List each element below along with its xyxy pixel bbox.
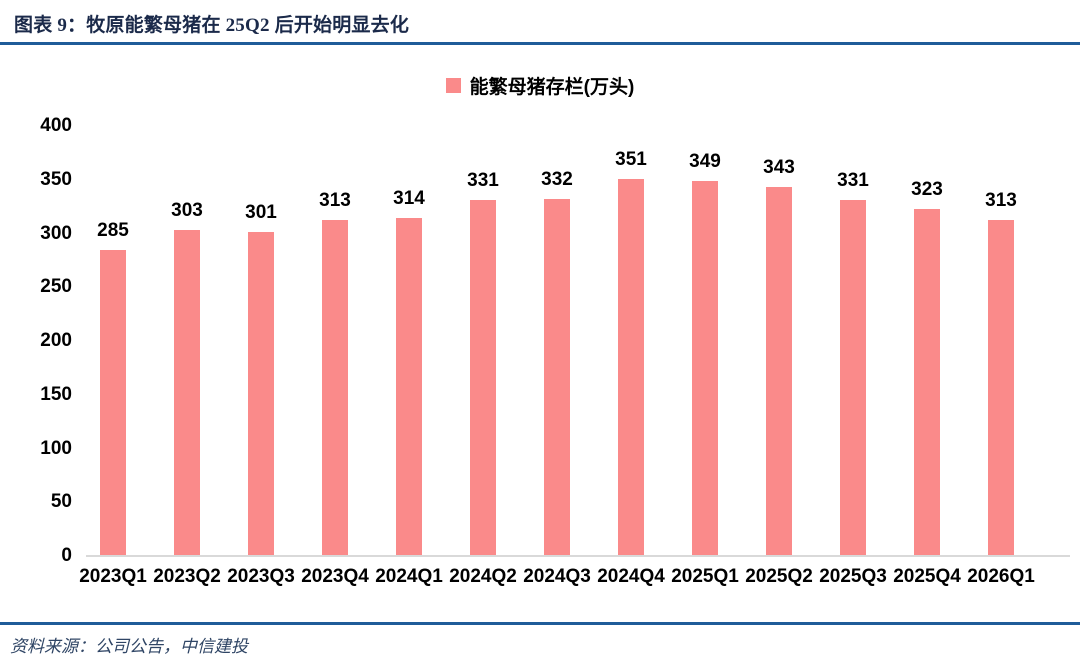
- bar-value-label: 332: [541, 169, 573, 190]
- x-tick-label: 2026Q1: [967, 566, 1035, 587]
- bar-column: 301: [224, 126, 298, 556]
- x-tick-label: 2024Q4: [597, 566, 665, 587]
- x-tick-label: 2023Q4: [301, 566, 369, 587]
- bar-column: 351: [594, 126, 668, 556]
- bar: [618, 179, 644, 556]
- bar: [174, 230, 200, 556]
- x-tick-label: 2025Q1: [671, 566, 739, 587]
- bar-column: 314: [372, 126, 446, 556]
- y-tick-label: 250: [40, 276, 72, 298]
- bar-value-label: 349: [689, 151, 721, 172]
- bar: [396, 218, 422, 556]
- bar-value-label: 301: [245, 202, 277, 223]
- x-tick-label: 2024Q2: [449, 566, 517, 587]
- bar-column: 285: [76, 126, 150, 556]
- x-tick-label: 2023Q1: [79, 566, 147, 587]
- bar-column: 349: [668, 126, 742, 556]
- x-tick-label: 2023Q2: [153, 566, 221, 587]
- bar-value-label: 313: [319, 190, 351, 211]
- bar-value-label: 285: [97, 220, 129, 241]
- y-tick-label: 400: [40, 115, 72, 136]
- bar: [692, 181, 718, 556]
- y-tick-label: 200: [40, 330, 72, 351]
- legend-series-label: 能繁母猪存栏(万头): [469, 77, 635, 98]
- bar-column: 331: [816, 126, 890, 556]
- bar-value-label: 351: [615, 149, 647, 170]
- bar-column: 323: [890, 126, 964, 556]
- bar-value-label: 323: [911, 179, 943, 200]
- bar-column: 313: [298, 126, 372, 556]
- x-tick-label: 2025Q4: [893, 566, 961, 587]
- bar-column: 331: [446, 126, 520, 556]
- bar: [914, 209, 940, 556]
- y-tick-label: 300: [40, 222, 72, 244]
- x-tick-label: 2025Q3: [819, 566, 887, 587]
- x-tick-label: 2024Q3: [523, 566, 591, 587]
- y-tick-label: 0: [61, 545, 72, 566]
- bar-value-label: 313: [985, 190, 1017, 211]
- y-tick-label: 100: [40, 437, 72, 459]
- bar: [470, 200, 496, 556]
- x-axis-line: [86, 555, 1070, 557]
- source-note: 资料来源：公司公告，中信建投: [10, 637, 248, 656]
- bar-value-label: 331: [467, 170, 499, 191]
- x-tick-label: 2025Q2: [745, 566, 813, 587]
- chart-legend: 能繁母猪存栏(万头): [0, 72, 1080, 99]
- bar-column: 332: [520, 126, 594, 556]
- bar-value-label: 314: [393, 188, 425, 209]
- bar: [544, 199, 570, 556]
- bar-value-label: 343: [763, 157, 795, 178]
- bar-column: 313: [964, 126, 1038, 556]
- y-tick-label: 150: [40, 383, 72, 405]
- bar-column: 303: [150, 126, 224, 556]
- x-tick-label: 2024Q1: [375, 566, 443, 587]
- x-tick-label: 2023Q3: [227, 566, 295, 587]
- footer-divider-rule: [0, 622, 1080, 625]
- bar-series: 285 303 301 313 314 331 332 351 349 343 331 323 313: [76, 126, 1038, 556]
- title-divider-rule: [0, 42, 1080, 45]
- bar-column: 343: [742, 126, 816, 556]
- bar: [322, 220, 348, 556]
- y-tick-label: 350: [40, 168, 72, 190]
- x-axis-tick-labels: 2023Q1 2023Q2 2023Q3 2023Q4 2024Q1 2024Q2 2024…: [76, 566, 1038, 588]
- bar: [766, 187, 792, 556]
- bar: [248, 232, 274, 556]
- bar-value-label: 303: [171, 200, 203, 221]
- y-tick-label: 50: [50, 491, 72, 513]
- bar-value-label: 331: [837, 170, 869, 191]
- bar: [988, 220, 1014, 556]
- figure-title: 图表 9：牧原能繁母猪在 25Q2 后开始明显去化: [14, 15, 410, 36]
- bar: [840, 200, 866, 556]
- legend-swatch-icon: [445, 78, 461, 93]
- bar: [100, 250, 126, 556]
- y-axis-tick-labels: 0 50 100 150 200 250 300 350 400: [0, 116, 76, 566]
